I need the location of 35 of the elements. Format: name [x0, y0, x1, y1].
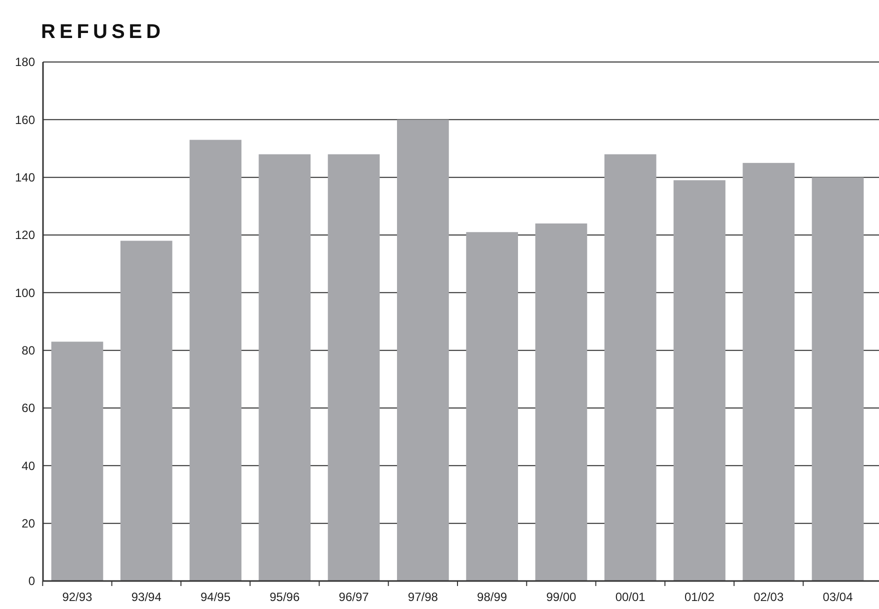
bar — [397, 120, 449, 581]
bar — [51, 342, 104, 581]
bar — [258, 154, 311, 581]
x-tick-label: 97/98 — [408, 590, 438, 604]
y-tick-label: 0 — [28, 574, 36, 588]
bar — [120, 240, 172, 581]
bar — [328, 154, 380, 581]
y-tick-label: 180 — [14, 55, 36, 70]
x-tick-label: 93/94 — [131, 590, 162, 604]
bar — [674, 180, 726, 581]
x-tick-label: 95/96 — [270, 590, 300, 604]
x-tick-label: 00/01 — [615, 590, 646, 604]
y-tick-label: 80 — [22, 344, 36, 358]
chart-title: REFUSED — [41, 21, 165, 43]
x-tick-label: 92/93 — [62, 590, 93, 604]
x-tick-label: 96/97 — [338, 590, 370, 604]
y-tick-label: 140 — [14, 170, 36, 185]
x-tick-label: 94/95 — [200, 590, 231, 604]
bar — [742, 162, 795, 581]
x-tick-label: 01/02 — [684, 590, 715, 604]
x-tick-label: 03/04 — [822, 590, 854, 604]
y-tick-label: 160 — [14, 112, 36, 127]
x-tick-label: 98/99 — [477, 590, 508, 604]
bar — [466, 232, 518, 581]
bar — [535, 223, 588, 581]
bar — [812, 177, 864, 581]
y-tick-label: 20 — [22, 516, 36, 531]
y-tick-label: 60 — [22, 401, 36, 416]
x-tick-label: 02/03 — [754, 590, 784, 604]
x-tick-label: 99/00 — [546, 590, 577, 604]
y-tick-label: 40 — [22, 458, 36, 473]
bar — [604, 154, 656, 581]
y-tick-label: 100 — [14, 286, 36, 300]
bar — [190, 140, 242, 581]
y-tick-label: 120 — [14, 228, 36, 242]
